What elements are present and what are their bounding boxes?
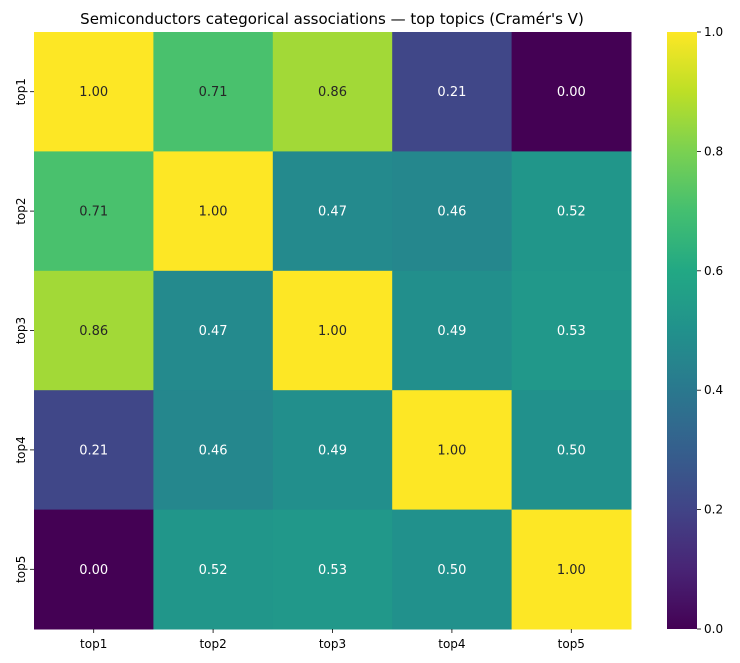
cell-value-label: 1.00: [557, 563, 586, 578]
heatmap-cell-top1-top5: [511, 32, 632, 152]
heatmap-cell-top4-top1: [34, 390, 154, 511]
heatmap-cell-top3-top4: [392, 270, 513, 391]
y-axis: top1 top2 top3 top4 top5: [14, 78, 34, 583]
y-tick-label: top1: [14, 78, 28, 105]
cell-value-label: 0.52: [557, 205, 586, 220]
cell-value-label: 0.50: [557, 443, 586, 458]
heatmap-cell-top3-top1: [34, 270, 154, 391]
cell-value-label: 0.21: [79, 443, 108, 458]
heatmap-cell-top4-top5: [511, 390, 632, 511]
colorbar-tick-label: 0.6: [704, 264, 723, 278]
heatmap-cell-top5-top1: [34, 509, 154, 630]
cell-value-label: 1.00: [79, 85, 108, 100]
heatmap-cell-top5-top3: [272, 509, 393, 630]
cell-value-label: 0.71: [199, 85, 228, 100]
colorbar-tick-label: 0.0: [704, 622, 723, 636]
x-tick-label: top3: [319, 637, 346, 651]
colorbar-tick-label: 0.8: [704, 144, 723, 158]
cell-value-label: 1.00: [199, 205, 228, 220]
y-tick-label: top4: [14, 436, 28, 463]
cell-value-label: 0.49: [318, 443, 347, 458]
colorbar: 0.0 0.2 0.4 0.6 0.8 1.0: [667, 25, 723, 636]
cell-value-label: 0.00: [79, 563, 108, 578]
cell-value-label: 0.50: [437, 563, 466, 578]
heatmap-cell-labels: 1.00 0.71 0.86 0.21 0.00 0.71 1.00 0.47 0.46 0.52…: [79, 85, 586, 578]
y-tick-label: top5: [14, 556, 28, 583]
cell-value-label: 0.47: [318, 205, 347, 220]
cell-value-label: 0.49: [437, 324, 466, 339]
cell-value-label: 1.00: [318, 324, 347, 339]
cell-value-label: 0.86: [79, 324, 108, 339]
cell-value-label: 0.46: [199, 443, 228, 458]
cell-value-label: 1.00: [437, 443, 466, 458]
heatmap-cell-top3-top3: [272, 270, 393, 391]
heatmap-cell-top5-top2: [153, 509, 274, 630]
colorbar-tick-label: 0.2: [704, 503, 723, 517]
cell-value-label: 0.21: [437, 85, 466, 100]
heatmap-cell-top5-top5: [511, 509, 632, 630]
y-tick-label: top3: [14, 317, 28, 344]
heatmap-cell-top2-top3: [272, 151, 393, 272]
cell-value-label: 0.53: [318, 563, 347, 578]
cell-value-label: 0.52: [199, 563, 228, 578]
heatmap-cell-top4-top2: [153, 390, 274, 511]
cell-value-label: 0.00: [557, 85, 586, 100]
colorbar-gradient: [667, 32, 697, 629]
heatmap-cell-top2-top1: [34, 151, 154, 272]
heatmap-cell-top5-top4: [392, 509, 513, 630]
x-tick-label: top5: [558, 637, 585, 651]
chart-title: Semiconductors categorical associations …: [80, 10, 584, 28]
heatmap-cell-top1-top3: [272, 32, 393, 152]
cell-value-label: 0.71: [79, 205, 108, 220]
heatmap-cell-top3-top5: [511, 270, 632, 391]
heatmap-cell-top1-top4: [392, 32, 513, 152]
x-tick-label: top4: [438, 637, 465, 651]
x-axis: top1 top2 top3 top4 top5: [80, 629, 585, 651]
colorbar-tick-label: 1.0: [704, 25, 723, 39]
cell-value-label: 0.46: [437, 205, 466, 220]
heatmap-cell-top4-top4: [392, 390, 513, 511]
x-tick-label: top2: [199, 637, 226, 651]
heatmap-cell-top2-top5: [511, 151, 632, 272]
cell-value-label: 0.86: [318, 85, 347, 100]
heatmap-cell-top3-top2: [153, 270, 274, 391]
heatmap-cell-top4-top3: [272, 390, 393, 511]
x-tick-label: top1: [80, 637, 107, 651]
heatmap-cells: [34, 32, 632, 630]
y-tick-label: top2: [14, 197, 28, 224]
cell-value-label: 0.47: [199, 324, 228, 339]
heatmap-cell-top1-top2: [153, 32, 274, 152]
heatmap-cell-top1-top1: [34, 32, 154, 152]
cell-value-label: 0.53: [557, 324, 586, 339]
heatmap-cell-top2-top4: [392, 151, 513, 272]
colorbar-tick-label: 0.4: [704, 383, 723, 397]
heatmap-cell-top2-top2: [153, 151, 274, 272]
